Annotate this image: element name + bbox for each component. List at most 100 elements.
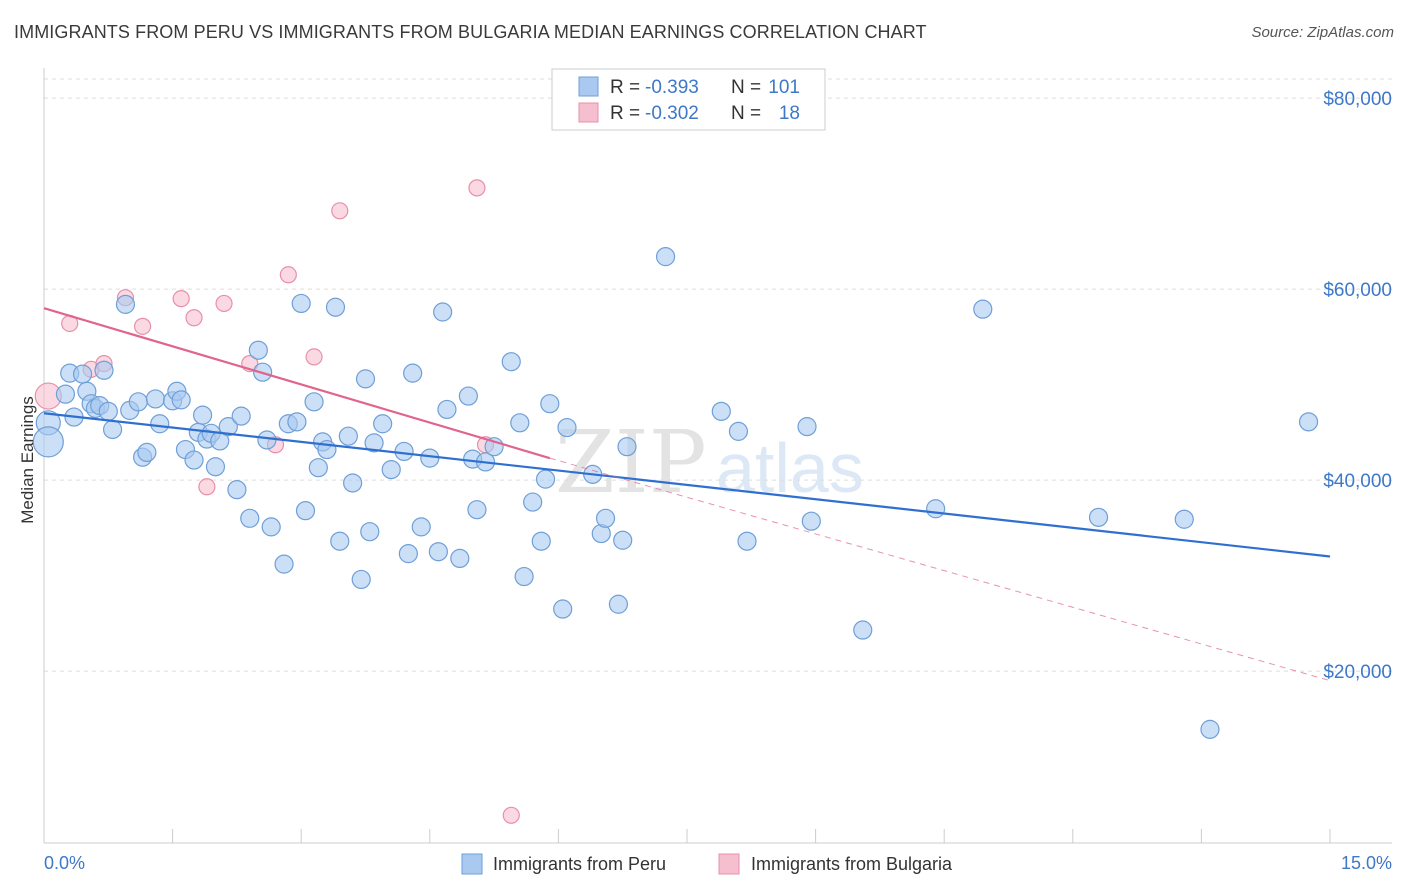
peru-point [420,448,440,468]
peru-point [355,369,376,389]
peru-point [360,522,380,542]
watermark-atlas: atlas [716,429,864,507]
peru-point [398,544,418,564]
peru-point [617,437,637,457]
y-tick-label: $60,000 [1323,280,1392,301]
peru-trend-line [43,412,1331,558]
peru-point [343,473,363,493]
peru-point [535,469,556,489]
gridlines [44,78,1392,672]
peru-point [711,401,731,421]
peru-point [128,392,148,412]
peru-point [295,501,316,521]
peru-point [231,406,251,426]
source-label: Source: ZipAtlas.com [1251,24,1394,41]
bulgaria-point [185,309,203,327]
peru-point [98,401,118,421]
peru-point [553,599,573,619]
bulgaria-point [279,266,297,284]
peru-point [55,384,76,404]
bulgaria-points [34,179,520,824]
peru-point [102,419,123,440]
peru-point [304,392,324,412]
peru-point [257,430,277,450]
bottom-legend-swatch-peru [461,853,483,875]
legend-r-label-peru: R = [610,77,640,98]
bottom-legend-label-peru: Immigrants from Peru [493,854,666,874]
peru-point [655,247,676,267]
peru-point [1088,507,1109,527]
peru-point [150,414,170,434]
peru-point [853,620,873,640]
y-tick-label: $20,000 [1323,662,1392,683]
peru-point [184,450,204,470]
legend-r-value-bulgaria: -0.302 [645,103,699,124]
legend-swatch-bulgaria [578,102,599,123]
y-axis-label: Median Earnings [18,396,37,524]
legend-n-value-peru: 101 [768,77,800,98]
peru-point [218,417,238,437]
bulgaria-trend-line [43,307,551,460]
peru-point [205,457,226,477]
chart-title: IMMIGRANTS FROM PERU VS IMMIGRANTS FROM … [14,22,927,42]
peru-point [274,554,294,574]
peru-point [308,458,328,478]
watermark-zip: ZIP [555,413,707,513]
peru-point [973,299,993,319]
peru-point [364,433,384,453]
peru-point [330,531,350,551]
bottom-legend-swatch-bulgaria [718,853,740,875]
peru-point [403,363,423,383]
bulgaria-point [172,290,190,308]
bulgaria-point [133,317,152,335]
peru-point [351,569,371,590]
bulgaria-point [198,478,216,496]
peru-point [458,386,478,406]
bulgaria-point [468,179,486,197]
peru-points [32,247,1319,739]
peru-point [115,294,136,314]
legend-n-label-bulgaria: N = [731,103,761,124]
bulgaria-point [305,348,323,366]
peru-point [32,426,64,458]
peru-point [428,542,448,562]
bulgaria-point [331,202,349,220]
peru-point [595,508,616,528]
x-tick-label-max: 15.0% [1341,853,1392,873]
peru-point [501,352,521,372]
peru-point [514,566,534,587]
series-legend: Immigrants from Peru Immigrants from Bul… [461,853,953,875]
peru-point [540,394,560,414]
y-tick-label: $40,000 [1323,471,1392,492]
peru-point [737,531,757,551]
peru-point [557,417,577,438]
bulgaria-point [502,806,520,824]
peru-point [171,390,191,410]
legend-r-value-peru: -0.393 [645,77,699,98]
bottom-legend-label-bulgaria: Immigrants from Bulgaria [751,854,953,874]
peru-point [240,508,260,528]
peru-point [608,594,629,614]
peru-point [450,548,470,569]
peru-point [797,417,817,437]
trend-lines [43,307,1331,682]
legend-swatch-peru [578,76,599,97]
peru-point [287,412,307,432]
peru-point [728,421,749,441]
peru-point [325,297,346,317]
peru-point [433,302,453,322]
peru-point [381,459,401,480]
peru-point [373,414,393,434]
peru-point [523,492,543,512]
peru-point [613,530,633,550]
bulgaria-trend-extension [549,457,1331,682]
peru-point [1298,412,1319,432]
peru-point [926,499,946,519]
peru-point [145,389,166,409]
legend-r-label-bulgaria: R = [610,103,640,124]
peru-point [72,364,93,384]
bulgaria-point [215,294,233,313]
peru-point [1174,509,1194,529]
x-tick-label-min: 0.0% [44,853,85,873]
